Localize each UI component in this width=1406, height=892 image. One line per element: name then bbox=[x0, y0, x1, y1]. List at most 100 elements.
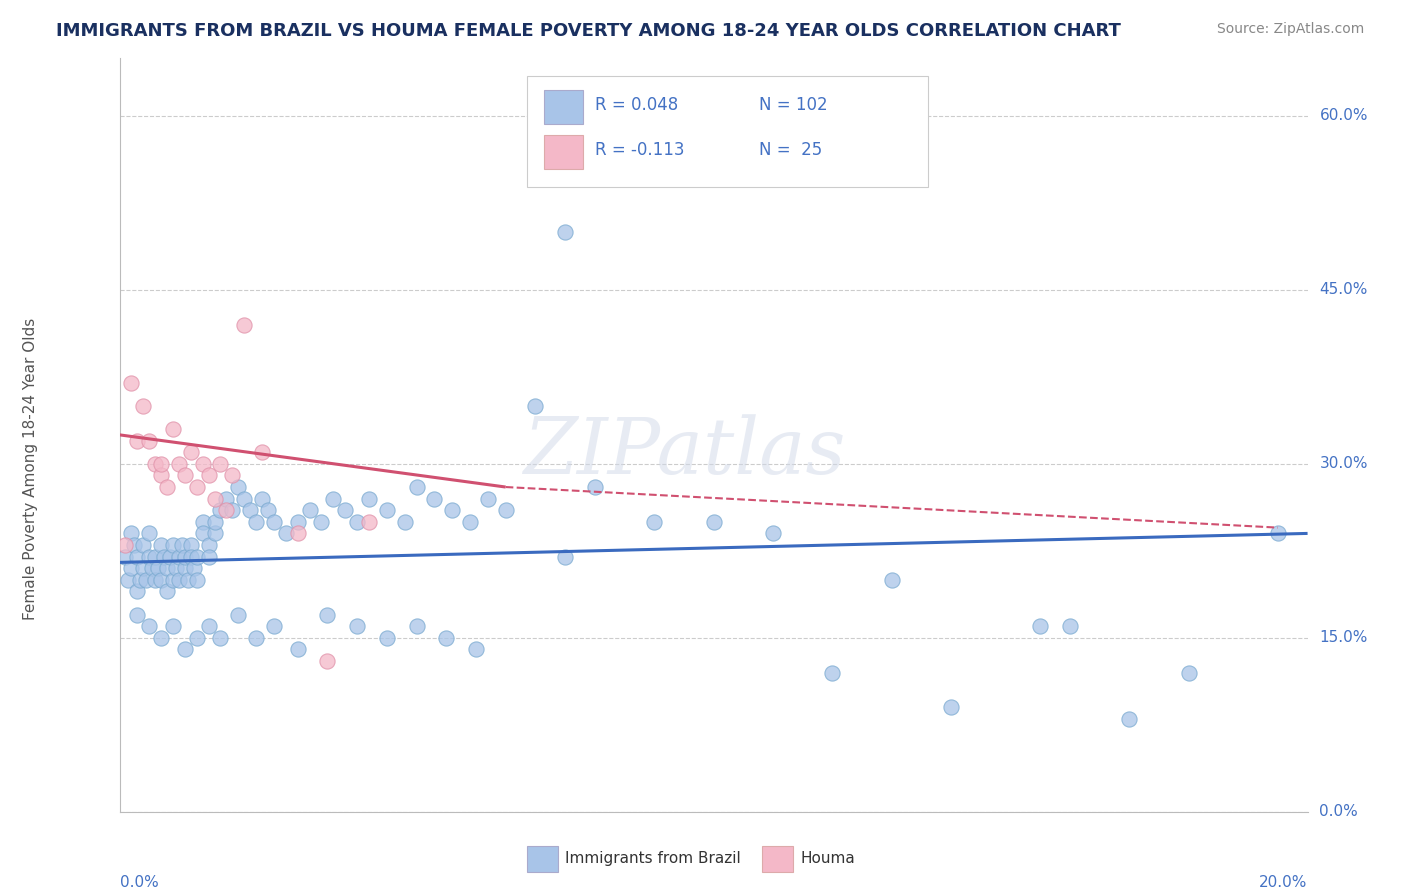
Point bbox=[204, 526, 226, 541]
Point bbox=[221, 468, 243, 483]
Point bbox=[132, 538, 155, 552]
Text: 15.0%: 15.0% bbox=[1319, 631, 1368, 645]
Point bbox=[1178, 665, 1201, 680]
Point bbox=[583, 480, 606, 494]
Point bbox=[127, 549, 149, 564]
Point bbox=[191, 515, 214, 529]
Point bbox=[180, 549, 202, 564]
Point bbox=[180, 445, 202, 459]
Point bbox=[173, 468, 195, 483]
Point bbox=[191, 526, 214, 541]
Text: 45.0%: 45.0% bbox=[1319, 283, 1368, 297]
Point bbox=[524, 399, 547, 413]
Point bbox=[335, 503, 357, 517]
Point bbox=[821, 665, 844, 680]
Point bbox=[143, 573, 166, 587]
Text: IMMIGRANTS FROM BRAZIL VS HOUMA FEMALE POVERTY AMONG 18-24 YEAR OLDS CORRELATION: IMMIGRANTS FROM BRAZIL VS HOUMA FEMALE P… bbox=[56, 22, 1121, 40]
Point bbox=[939, 700, 962, 714]
Point bbox=[150, 631, 173, 645]
Point bbox=[250, 445, 273, 459]
Point bbox=[186, 480, 208, 494]
Text: R = 0.048: R = 0.048 bbox=[595, 96, 678, 114]
Point bbox=[165, 561, 187, 575]
Point bbox=[114, 549, 136, 564]
Point bbox=[156, 584, 179, 599]
Point bbox=[173, 561, 195, 575]
Point bbox=[221, 503, 243, 517]
Text: Houma: Houma bbox=[800, 851, 855, 865]
Point bbox=[186, 631, 208, 645]
Point bbox=[357, 515, 380, 529]
Point bbox=[162, 619, 184, 633]
Point bbox=[554, 225, 576, 239]
Point bbox=[124, 538, 146, 552]
Point bbox=[197, 619, 219, 633]
Point bbox=[441, 503, 464, 517]
Point bbox=[127, 584, 149, 599]
Point bbox=[138, 549, 160, 564]
Point bbox=[204, 515, 226, 529]
Point bbox=[228, 480, 250, 494]
Point bbox=[186, 573, 208, 587]
Point bbox=[120, 376, 142, 390]
Point bbox=[423, 491, 446, 506]
Point bbox=[233, 491, 256, 506]
Point bbox=[215, 491, 238, 506]
Point bbox=[477, 491, 499, 506]
Point bbox=[316, 654, 339, 668]
Point bbox=[375, 503, 398, 517]
Point bbox=[228, 607, 250, 622]
Point bbox=[458, 515, 481, 529]
Point bbox=[129, 573, 152, 587]
Point bbox=[1059, 619, 1081, 633]
Text: 30.0%: 30.0% bbox=[1319, 457, 1368, 471]
Point bbox=[143, 457, 166, 471]
Point bbox=[209, 631, 232, 645]
Point bbox=[150, 538, 173, 552]
Point bbox=[245, 631, 267, 645]
Point bbox=[394, 515, 416, 529]
Point bbox=[357, 491, 380, 506]
Point bbox=[197, 549, 219, 564]
Point bbox=[159, 549, 181, 564]
Point bbox=[173, 549, 195, 564]
Point bbox=[762, 526, 785, 541]
Point bbox=[150, 468, 173, 483]
Point bbox=[554, 549, 576, 564]
Point bbox=[702, 515, 725, 529]
Point bbox=[1267, 526, 1289, 541]
Point bbox=[167, 457, 190, 471]
Point bbox=[141, 561, 163, 575]
Point bbox=[150, 573, 173, 587]
Point bbox=[177, 573, 200, 587]
Point bbox=[162, 538, 184, 552]
Point bbox=[209, 503, 232, 517]
Point bbox=[120, 526, 142, 541]
Text: Female Poverty Among 18-24 Year Olds: Female Poverty Among 18-24 Year Olds bbox=[22, 318, 38, 620]
Point bbox=[257, 503, 280, 517]
Point bbox=[138, 619, 160, 633]
Point bbox=[170, 538, 193, 552]
Point bbox=[464, 642, 488, 657]
Point bbox=[1029, 619, 1052, 633]
Text: N =  25: N = 25 bbox=[759, 141, 823, 159]
Point bbox=[298, 503, 321, 517]
Point bbox=[643, 515, 665, 529]
Point bbox=[880, 573, 903, 587]
Text: 0.0%: 0.0% bbox=[120, 876, 159, 890]
Point bbox=[138, 434, 160, 448]
Point bbox=[183, 561, 205, 575]
Point bbox=[239, 503, 262, 517]
Text: Immigrants from Brazil: Immigrants from Brazil bbox=[565, 851, 741, 865]
Point bbox=[197, 538, 219, 552]
Text: R = -0.113: R = -0.113 bbox=[595, 141, 685, 159]
Point bbox=[316, 607, 339, 622]
Point bbox=[287, 642, 309, 657]
Point bbox=[287, 515, 309, 529]
Point bbox=[263, 619, 285, 633]
Point bbox=[138, 526, 160, 541]
Point bbox=[375, 631, 398, 645]
Point bbox=[173, 642, 195, 657]
Point bbox=[167, 549, 190, 564]
Point bbox=[127, 607, 149, 622]
